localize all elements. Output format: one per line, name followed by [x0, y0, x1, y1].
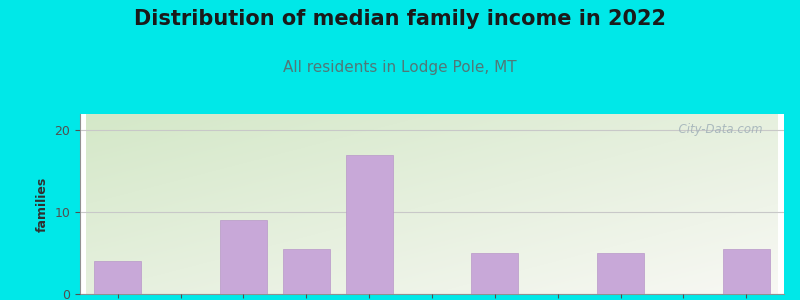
Bar — [597, 253, 644, 294]
Text: All residents in Lodge Pole, MT: All residents in Lodge Pole, MT — [283, 60, 517, 75]
Y-axis label: families: families — [36, 176, 49, 232]
Bar — [94, 261, 142, 294]
Bar — [346, 155, 393, 294]
Text: Distribution of median family income in 2022: Distribution of median family income in … — [134, 9, 666, 29]
Bar — [220, 220, 267, 294]
Text: City-Data.com: City-Data.com — [671, 123, 763, 136]
Bar — [282, 249, 330, 294]
Bar — [722, 249, 770, 294]
Bar — [471, 253, 518, 294]
